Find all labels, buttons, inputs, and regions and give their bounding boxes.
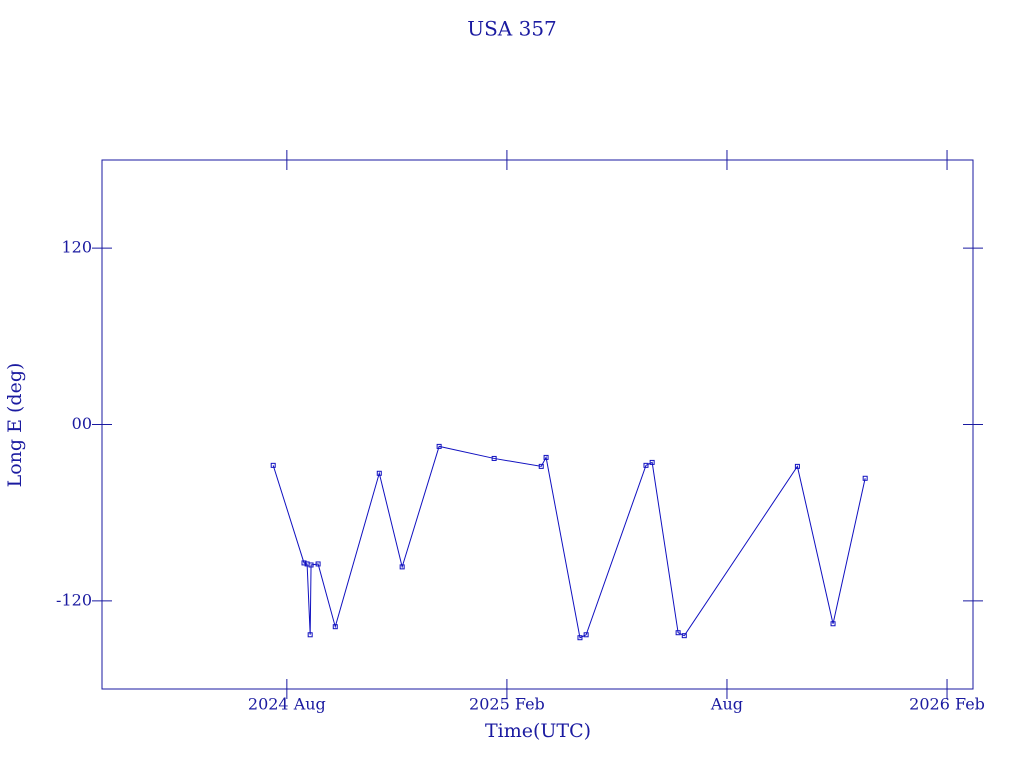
data-point [308,562,314,568]
data-point [301,560,307,566]
data-point [332,624,338,630]
data-point [399,564,405,570]
x-axis-label: Time(UTC) [485,720,591,742]
chart-title: USA 357 [467,17,557,41]
data-point [675,630,681,636]
y-axis-label: Long E (deg) [4,363,26,488]
data-line [272,445,866,639]
plot-frame [101,159,974,690]
y-tick-label: 00 [72,414,92,433]
data-point [376,470,382,476]
data-point [577,635,583,641]
x-tick-label: 2024 Aug [248,695,326,714]
x-tick-label: 2025 Feb [469,695,545,714]
data-point [583,632,589,638]
y-tick-label: 120 [61,238,92,257]
data-point [436,443,442,449]
data-point [830,621,836,627]
data-point [270,462,276,468]
data-point [491,455,497,461]
data-point [307,632,313,638]
x-tick-label: Aug [710,695,743,714]
x-tick-label: 2026 Feb [909,695,985,714]
data-point [543,454,549,460]
data-point [794,463,800,469]
data-point [643,462,649,468]
data-point [538,463,544,469]
y-tick-label: -120 [56,590,92,609]
data-point [681,633,687,639]
data-point [649,459,655,465]
data-point [315,561,321,567]
data-point [862,475,868,481]
